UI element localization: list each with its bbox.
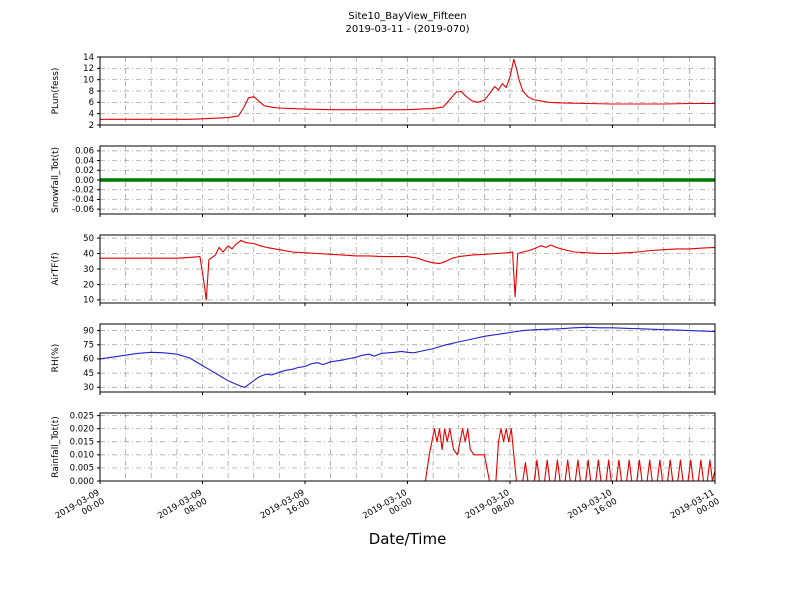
panel-airtf: 10 20 30 40 50 AirTF(f) <box>51 234 716 306</box>
y-axis-label-snowfall: Snowfall_Tot(t) <box>51 147 61 213</box>
svg-text:30: 30 <box>83 265 94 275</box>
svg-text:-0.02: -0.02 <box>72 186 94 196</box>
y-tick-labels: 30 45 60 75 90 <box>83 326 94 393</box>
panel-rh: 30 45 60 75 90 RH(%) <box>51 323 716 395</box>
y-axis-label-airtf: AirTF(f) <box>51 252 61 285</box>
svg-text:2019-03-1100:00: 2019-03-1100:00 <box>669 488 722 530</box>
y-tick-labels: -0.06-0.04-0.020.000.020.040.06 <box>72 147 94 215</box>
axis-frame <box>99 323 716 393</box>
panel-rainfall: 0.000 0.005 0.010 0.015 0.020 0.025 Rainfall_T… <box>51 411 716 487</box>
svg-text:0.020: 0.020 <box>70 424 94 434</box>
svg-text:60: 60 <box>83 355 94 365</box>
svg-text:0.000: 0.000 <box>70 477 94 487</box>
svg-text:0.010: 0.010 <box>70 451 94 461</box>
svg-text:6: 6 <box>89 98 94 108</box>
svg-text:10: 10 <box>83 296 94 306</box>
grid <box>99 235 716 303</box>
grid <box>99 413 716 481</box>
svg-text:90: 90 <box>83 326 94 336</box>
y-tick-labels: 10 20 30 40 50 <box>83 234 94 306</box>
svg-text:8: 8 <box>89 87 94 97</box>
svg-text:10: 10 <box>83 75 94 85</box>
chart-title-line2: 2019-03-11 - (2019-070) <box>345 23 470 35</box>
svg-text:0.025: 0.025 <box>70 411 94 421</box>
x-tick-labels: 2019-03-0900:00 2019-03-0908:00 2019-03-09… <box>54 488 722 530</box>
svg-text:0.02: 0.02 <box>75 166 94 176</box>
svg-text:2019-03-1000:00: 2019-03-1000:00 <box>361 488 414 530</box>
svg-text:2019-03-1016:00: 2019-03-1016:00 <box>566 488 619 530</box>
svg-text:14: 14 <box>83 53 94 63</box>
svg-text:2019-03-0900:00: 2019-03-0900:00 <box>54 488 107 530</box>
svg-text:12: 12 <box>83 64 94 74</box>
svg-text:45: 45 <box>83 369 94 379</box>
svg-text:75: 75 <box>83 341 94 351</box>
svg-text:2019-03-0916:00: 2019-03-0916:00 <box>259 488 312 530</box>
y-axis-label-rainfall: Rainfall_Tot(t) <box>51 416 61 478</box>
tick-marks <box>97 330 716 395</box>
tick-marks <box>97 56 716 128</box>
tick-marks <box>97 415 716 484</box>
svg-text:50: 50 <box>83 234 94 244</box>
series-line-rh <box>99 326 716 388</box>
panel-snowfall: -0.06-0.04-0.020.000.020.040.06 Snowfall_… <box>51 145 716 217</box>
svg-text:-0.06: -0.06 <box>72 205 94 215</box>
y-axis-label-plun: PLun(fess) <box>51 68 61 115</box>
svg-text:2019-03-1008:00: 2019-03-1008:00 <box>464 488 517 530</box>
chart-title: Site10_BayView_Fifteen 2019-03-11 - (201… <box>100 11 715 36</box>
tick-marks <box>97 237 716 306</box>
axis-frame <box>99 412 716 482</box>
svg-text:0.015: 0.015 <box>70 438 94 448</box>
svg-text:2019-03-0908:00: 2019-03-0908:00 <box>156 488 209 530</box>
x-axis-title: Date/Time <box>368 530 447 548</box>
series-line-plun <box>100 58 715 120</box>
svg-text:0.06: 0.06 <box>75 147 94 157</box>
svg-text:0.04: 0.04 <box>75 156 94 166</box>
y-tick-labels: 0.000 0.005 0.010 0.015 0.020 0.025 <box>70 411 94 486</box>
tick-marks <box>97 150 716 217</box>
svg-text:20: 20 <box>83 280 94 290</box>
svg-text:4: 4 <box>89 109 94 119</box>
chart-title-line1: Site10_BayView_Fifteen <box>348 11 467 22</box>
y-axis-label-rh: RH(%) <box>51 344 61 373</box>
grid <box>99 324 716 392</box>
grid <box>99 57 716 125</box>
svg-text:40: 40 <box>83 249 94 259</box>
series-line-airtf <box>100 239 716 301</box>
svg-text:-0.04: -0.04 <box>72 195 94 205</box>
svg-text:0.005: 0.005 <box>70 464 94 474</box>
svg-text:2: 2 <box>89 121 94 131</box>
svg-text:0.00: 0.00 <box>75 176 94 186</box>
svg-text:30: 30 <box>83 383 94 393</box>
